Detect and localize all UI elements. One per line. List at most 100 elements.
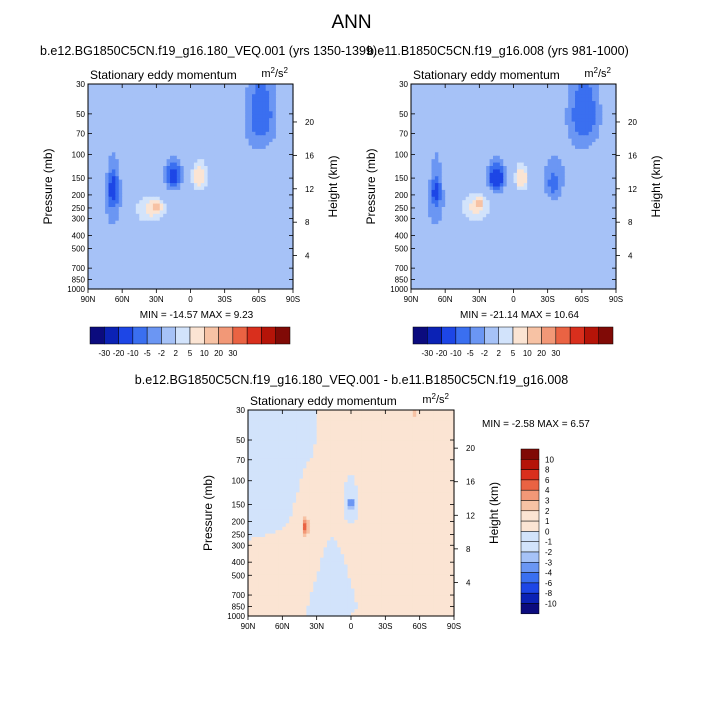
field-cell <box>187 114 192 119</box>
field-cell <box>241 207 246 212</box>
field-cell <box>228 179 233 184</box>
field-cell <box>455 111 460 116</box>
field-cell <box>129 179 134 184</box>
field-cell <box>146 97 151 102</box>
field-cell <box>135 87 140 92</box>
field-cell <box>255 203 260 208</box>
field-cell <box>248 166 253 171</box>
field-cell <box>581 87 586 92</box>
field-cell <box>289 101 294 106</box>
field-cell <box>129 268 134 273</box>
field-cell <box>108 125 113 130</box>
field-cell <box>265 97 270 102</box>
field-cell <box>520 97 525 102</box>
field-cell <box>575 118 580 123</box>
field-cell <box>125 179 130 184</box>
field-cell <box>183 217 188 222</box>
field-cell <box>91 84 96 89</box>
field-cell <box>142 118 147 123</box>
field-cell <box>482 94 487 99</box>
field-cell <box>238 166 243 171</box>
field-cell <box>197 230 202 235</box>
field-cell <box>520 152 525 157</box>
field-cell <box>245 148 250 153</box>
field-cell <box>245 114 250 119</box>
field-cell <box>214 142 219 147</box>
field-cell <box>170 138 175 143</box>
field-cell <box>221 101 226 106</box>
field-cell <box>88 200 93 205</box>
field-cell <box>289 282 294 287</box>
field-cell <box>231 254 236 259</box>
field-cell <box>282 244 287 249</box>
field-cell <box>166 261 171 266</box>
field-cell <box>279 131 284 136</box>
field-cell <box>275 145 280 150</box>
field-cell <box>88 268 93 273</box>
field-cell <box>197 268 202 273</box>
field-cell <box>105 90 110 95</box>
field-cell <box>581 97 586 102</box>
field-cell <box>149 84 154 89</box>
field-cell <box>275 183 280 188</box>
field-cell <box>571 145 576 150</box>
field-cell <box>111 135 116 140</box>
field-cell <box>279 107 284 112</box>
field-cell <box>170 189 175 194</box>
field-cell <box>193 155 198 160</box>
field-cell <box>152 166 157 171</box>
field-cell <box>452 87 457 92</box>
field-cell <box>156 138 161 143</box>
field-cell <box>88 227 93 232</box>
field-cell <box>204 200 209 205</box>
field-cell <box>173 183 178 188</box>
field-cell <box>101 258 106 263</box>
field-cell <box>180 244 185 249</box>
field-cell <box>228 145 233 150</box>
field-cell <box>135 172 140 177</box>
field-cell <box>221 138 226 143</box>
field-cell <box>265 179 270 184</box>
field-cell <box>211 265 216 270</box>
field-cell <box>255 268 260 273</box>
panel-0: Stationary eddy momentum m2/s230507010015… <box>41 66 340 358</box>
field-cell <box>530 90 535 95</box>
field-cell <box>289 97 294 102</box>
field-cell <box>286 196 291 201</box>
field-cell <box>142 258 147 263</box>
field-cell <box>262 230 267 235</box>
field-cell <box>221 131 226 136</box>
field-cell <box>523 111 528 116</box>
field-cell <box>152 227 157 232</box>
field-cell <box>275 230 280 235</box>
field-cell <box>252 104 257 109</box>
field-cell <box>588 131 593 136</box>
field-cell <box>111 227 116 232</box>
field-cell <box>417 111 422 116</box>
field-cell <box>417 118 422 123</box>
field-cell <box>255 234 260 239</box>
field-cell <box>190 230 195 235</box>
field-cell <box>234 227 239 232</box>
field-cell <box>455 94 460 99</box>
field-cell <box>241 159 246 164</box>
field-cell <box>441 138 446 143</box>
field-cell <box>275 278 280 283</box>
field-cell <box>578 118 583 123</box>
field-cell <box>612 84 617 89</box>
field-cell <box>537 138 542 143</box>
field-cell <box>255 152 260 157</box>
field-cell <box>228 244 233 249</box>
field-cell <box>252 84 257 89</box>
field-cell <box>200 282 205 287</box>
field-cell <box>108 186 113 191</box>
field-cell <box>118 135 123 140</box>
field-cell <box>176 254 181 259</box>
field-cell <box>190 234 195 239</box>
field-cell <box>183 155 188 160</box>
field-cell <box>431 142 436 147</box>
field-cell <box>197 166 202 171</box>
field-cell <box>289 169 294 174</box>
field-cell <box>234 159 239 164</box>
field-cell <box>166 275 171 280</box>
